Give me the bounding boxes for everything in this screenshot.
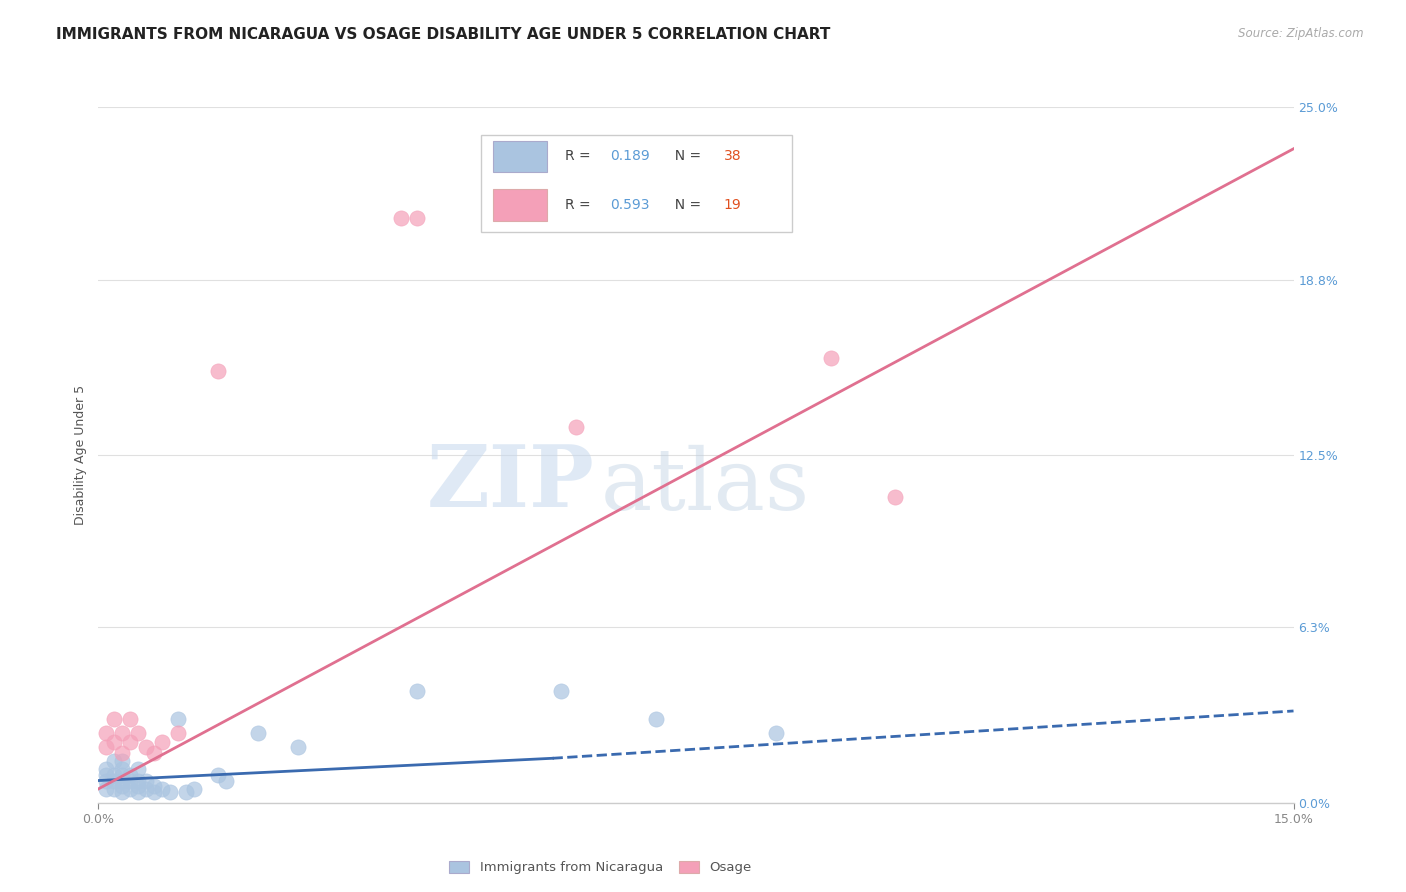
Point [127, 779, 149, 793]
Point [120, 768, 142, 782]
Point [96, 768, 118, 782]
Point [159, 785, 181, 799]
Text: atlas: atlas [600, 444, 810, 528]
Point [127, 773, 149, 788]
Point [765, 726, 787, 740]
Point [111, 746, 134, 760]
Point [820, 351, 842, 365]
Point [167, 712, 190, 726]
Point [127, 785, 149, 799]
Text: Source: ZipAtlas.com: Source: ZipAtlas.com [1239, 27, 1364, 40]
Point [207, 768, 229, 782]
Point [406, 684, 429, 698]
Text: R =: R = [565, 198, 595, 212]
Text: ZIP: ZIP [426, 441, 595, 524]
Point [135, 740, 157, 755]
Point [207, 364, 229, 378]
Point [215, 773, 238, 788]
Point [135, 773, 157, 788]
Point [135, 781, 157, 796]
Point [103, 773, 125, 788]
FancyBboxPatch shape [494, 189, 547, 220]
Point [884, 490, 907, 504]
Point [103, 781, 125, 796]
Point [167, 726, 190, 740]
Point [103, 712, 125, 726]
Point [111, 754, 134, 768]
Point [287, 740, 309, 755]
Point [150, 781, 173, 796]
Point [127, 726, 149, 740]
Point [103, 734, 125, 748]
Point [120, 712, 142, 726]
Point [120, 781, 142, 796]
Text: R =: R = [565, 149, 595, 163]
Point [174, 785, 197, 799]
Point [96, 763, 118, 777]
Text: 19: 19 [724, 198, 741, 212]
Text: 38: 38 [724, 149, 741, 163]
Legend: Immigrants from Nicaragua, Osage: Immigrants from Nicaragua, Osage [444, 855, 756, 880]
Point [550, 684, 572, 698]
Point [120, 734, 142, 748]
Text: IMMIGRANTS FROM NICARAGUA VS OSAGE DISABILITY AGE UNDER 5 CORRELATION CHART: IMMIGRANTS FROM NICARAGUA VS OSAGE DISAB… [56, 27, 831, 42]
Text: N =: N = [666, 149, 706, 163]
Point [96, 726, 118, 740]
Point [111, 779, 134, 793]
Text: 0.189: 0.189 [610, 149, 650, 163]
Point [103, 768, 125, 782]
Point [103, 754, 125, 768]
Point [183, 781, 205, 796]
FancyBboxPatch shape [494, 141, 547, 172]
Text: N =: N = [666, 198, 706, 212]
Point [143, 746, 166, 760]
Point [150, 734, 173, 748]
Point [111, 768, 134, 782]
Y-axis label: Disability Age Under 5: Disability Age Under 5 [75, 384, 87, 525]
Point [96, 740, 118, 755]
FancyBboxPatch shape [481, 135, 792, 232]
Point [565, 420, 588, 434]
Point [111, 726, 134, 740]
Point [389, 211, 412, 226]
Point [111, 763, 134, 777]
Point [246, 726, 269, 740]
Text: 0.593: 0.593 [610, 198, 650, 212]
Point [111, 785, 134, 799]
Point [96, 773, 118, 788]
Point [406, 211, 429, 226]
Point [127, 763, 149, 777]
Point [96, 781, 118, 796]
Point [143, 785, 166, 799]
Point [120, 773, 142, 788]
Point [143, 779, 166, 793]
Point [111, 773, 134, 788]
Point [645, 712, 668, 726]
